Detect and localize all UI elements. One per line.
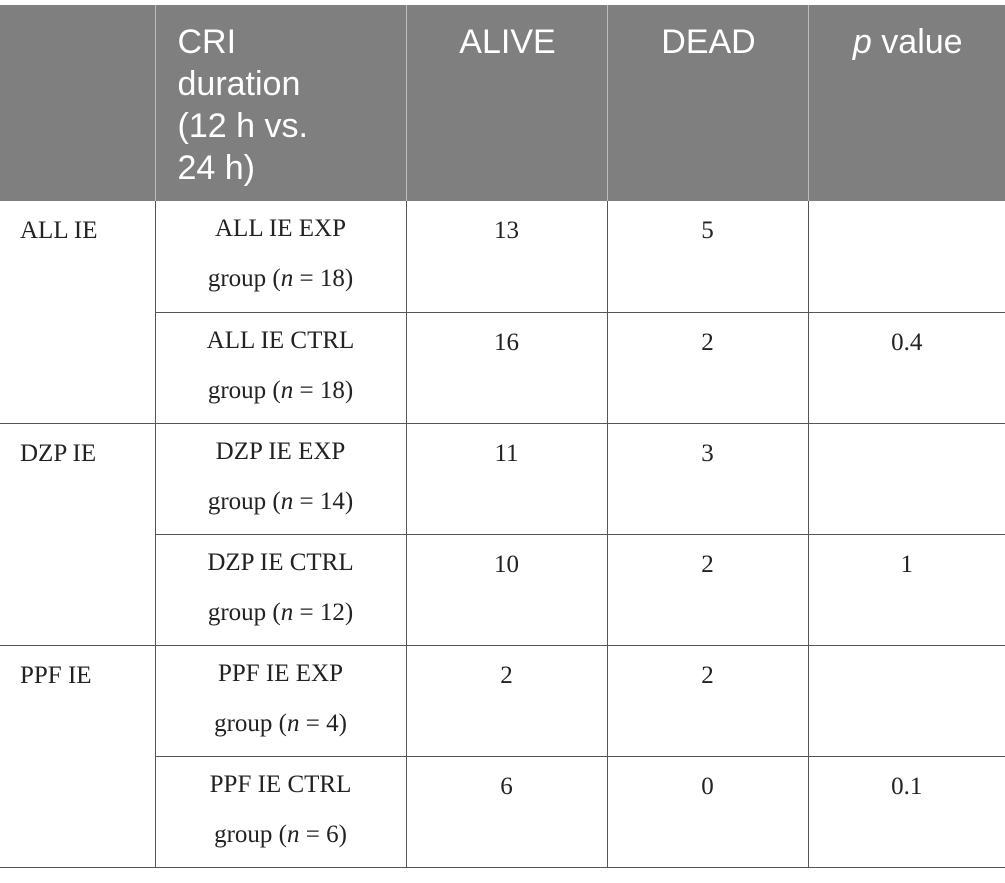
dead-cell: 5 [606,201,808,313]
group-cell: PPF IE EXP group (n = 4) [154,645,406,757]
survival-table: CRI duration (12 h vs. 24 h) ALIVE DEAD … [0,5,1005,868]
table-row: ALL IE CTRL group (n = 18) 16 2 0.4 [0,312,1005,424]
group-cell: DZP IE EXP group (n = 14) [154,423,406,535]
table-row: DZP IE CTRL group (n = 12) 10 2 1 [0,534,1005,646]
p-value-cell: 0.1 [807,756,1005,868]
group-cell: PPF IE CTRL group (n = 6) [154,756,406,868]
header-cri-duration: CRI duration (12 h vs. 24 h) [154,5,406,201]
p-value-cell: 1 [807,534,1005,646]
table-row: PPF IE CTRL group (n = 6) 6 0 0.1 [0,756,1005,868]
header-dead: DEAD [606,5,808,201]
alive-cell: 6 [405,756,607,868]
alive-cell: 11 [405,423,607,535]
dead-cell: 2 [606,645,808,757]
group-cell: ALL IE CTRL group (n = 18) [154,312,406,424]
dead-cell: 2 [606,312,808,424]
header-p-value: p value [807,5,1005,201]
p-value-cell [807,201,1005,313]
p-value-cell: 0.4 [807,312,1005,424]
section-label: PPF IE [0,645,155,868]
alive-cell: 13 [405,201,607,313]
dead-cell: 3 [606,423,808,535]
table-row: DZP IE DZP IE EXP group (n = 14) 11 3 [0,423,1005,646]
p-value-cell [807,645,1005,757]
group-cell: ALL IE EXP group (n = 18) [154,201,406,313]
section-label: DZP IE [0,423,155,646]
p-value-cell [807,423,1005,535]
alive-cell: 10 [405,534,607,646]
group-cell: DZP IE CTRL group (n = 12) [154,534,406,646]
dead-cell: 0 [606,756,808,868]
section-label: ALL IE [0,201,155,424]
alive-cell: 2 [405,645,607,757]
table-row: ALL IE ALL IE EXP group (n = 18) 13 5 [0,201,1005,424]
alive-cell: 16 [405,312,607,424]
dead-cell: 2 [606,534,808,646]
header-empty-cell [0,5,155,201]
table-row: PPF IE PPF IE EXP group (n = 4) 2 2 [0,645,1005,868]
header-row: CRI duration (12 h vs. 24 h) ALIVE DEAD … [0,5,1005,201]
header-alive: ALIVE [405,5,607,201]
